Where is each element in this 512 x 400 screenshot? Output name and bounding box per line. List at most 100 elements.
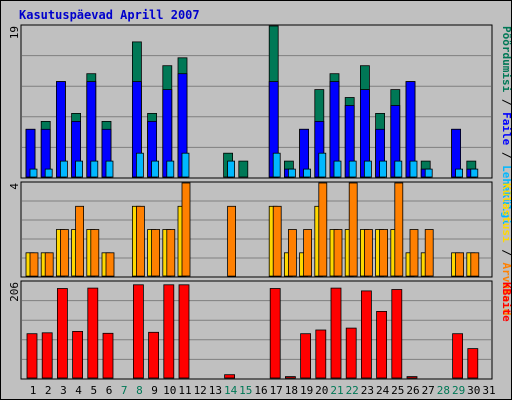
bar-lehek-lgi-day-21 <box>333 160 342 178</box>
bar-lehek-lgi-day-27 <box>424 168 433 178</box>
x-tick-label: 15 <box>239 384 252 397</box>
bar-lehek-lgi-day-2 <box>44 168 53 178</box>
x-tick-label: 3 <box>60 384 67 397</box>
y-axis-max-label: 4 <box>8 183 21 190</box>
x-tick-label: 31 <box>482 384 495 397</box>
x-tick-label: 11 <box>178 384 191 397</box>
bar-kbaite-day-26 <box>406 376 418 379</box>
bar-kbaite-day-29 <box>452 333 464 379</box>
x-tick-label: 16 <box>254 384 267 397</box>
bar-kbaite-day-20 <box>315 329 327 379</box>
x-tick-label: 20 <box>315 384 328 397</box>
bar-kbaite-day-23 <box>360 290 372 379</box>
legend-entry: KBaite <box>500 282 511 322</box>
bar-lehek-lgi-day-14 <box>227 160 236 178</box>
x-tick-label: 22 <box>346 384 359 397</box>
x-tick-label: 6 <box>106 384 113 397</box>
bar-p-rdumisi-day-15 <box>238 160 249 178</box>
x-tick-label: 17 <box>270 384 283 397</box>
bar-lehek-lgi-day-19 <box>303 168 312 178</box>
bar-lehek-lgi-day-3 <box>60 160 68 178</box>
bar-kbaite-day-22 <box>345 327 357 379</box>
legend-3: KBaite <box>500 282 511 322</box>
bar-arvuteid-day-4 <box>75 205 84 277</box>
bar-arvuteid-day-29 <box>455 252 465 277</box>
bar-kbaite-day-1 <box>26 333 38 379</box>
x-tick-label: 13 <box>209 384 222 397</box>
bar-arvuteid-day-24 <box>379 229 389 277</box>
legend-separator: / <box>500 243 511 263</box>
bar-lehek-lgi-day-18 <box>287 168 296 178</box>
bar-arvuteid-day-25 <box>394 182 404 277</box>
bar-arvuteid-day-18 <box>287 229 297 277</box>
bar-kbaite-day-6 <box>102 332 114 379</box>
x-tick-label: 18 <box>285 384 298 397</box>
legend-entry: Faile <box>500 112 511 145</box>
bar-kbaite-day-25 <box>391 289 403 379</box>
x-tick-label: 4 <box>75 384 82 397</box>
legend-entry: Pöördumisi <box>500 26 511 93</box>
bar-kbaite-day-5 <box>87 287 99 379</box>
legend-2: Külastusi / Arvuteid <box>500 183 511 315</box>
bar-kbaite-day-8 <box>132 284 144 379</box>
bar-arvuteid-day-22 <box>348 182 358 277</box>
x-tick-label: 10 <box>163 384 176 397</box>
bar-kbaite-day-14 <box>224 374 236 379</box>
y-axis-max-label: 19 <box>8 26 21 39</box>
bar-lehek-lgi-day-24 <box>379 160 388 178</box>
x-tick-label: 8 <box>136 384 143 397</box>
bar-arvuteid-day-23 <box>363 229 373 277</box>
x-tick-label: 19 <box>300 384 313 397</box>
x-tick-label: 14 <box>224 384 238 397</box>
legend-entry: Arvuteid <box>500 262 511 315</box>
bar-arvuteid-day-17 <box>272 205 282 277</box>
bar-kbaite-day-21 <box>330 287 342 379</box>
bar-kbaite-day-2 <box>41 332 53 379</box>
bar-kbaite-day-9 <box>148 331 160 379</box>
bar-lehek-lgi-day-10 <box>166 160 175 178</box>
x-tick-label: 7 <box>121 384 128 397</box>
chart-title: Kasutuspäevad Aprill 2007 <box>19 8 200 22</box>
bar-kbaite-day-17 <box>269 288 281 379</box>
bar-lehek-lgi-day-30 <box>470 168 479 178</box>
bar-arvuteid-day-20 <box>318 182 328 277</box>
x-tick-label: 28 <box>437 384 450 397</box>
bar-kbaite-day-11 <box>178 284 190 379</box>
bar-arvuteid-day-10 <box>166 229 176 277</box>
bar-kbaite-day-4 <box>72 330 83 379</box>
bar-arvuteid-day-27 <box>424 229 434 277</box>
bar-lehek-lgi-day-20 <box>318 152 327 178</box>
bar-arvuteid-day-1 <box>29 252 39 277</box>
legend-entry: Külastusi <box>500 183 511 243</box>
plot-area-3 <box>20 280 493 380</box>
bar-arvuteid-day-30 <box>470 252 480 277</box>
x-tick-label: 29 <box>452 384 465 397</box>
bar-arvuteid-day-2 <box>44 252 54 277</box>
bar-arvuteid-day-11 <box>181 182 191 277</box>
x-tick-label: 5 <box>90 384 97 397</box>
bar-lehek-lgi-day-26 <box>409 160 418 178</box>
bar-arvuteid-day-21 <box>333 229 343 277</box>
bar-lehek-lgi-day-8 <box>135 152 144 178</box>
bar-arvuteid-day-26 <box>409 229 419 277</box>
bar-lehek-lgi-day-22 <box>348 160 357 178</box>
bar-lehek-lgi-day-6 <box>105 160 114 178</box>
bar-arvuteid-day-3 <box>60 229 69 277</box>
legend-1: Pöördumisi / Faile / Lehekülgi <box>500 26 511 225</box>
legend-entry: Lehekülgi <box>500 165 511 225</box>
x-tick-label: 1 <box>30 384 37 397</box>
x-tick-label: 30 <box>467 384 480 397</box>
bar-kbaite-day-3 <box>57 288 68 379</box>
x-tick-label: 23 <box>361 384 374 397</box>
bar-kbaite-day-24 <box>376 310 388 379</box>
bar-lehek-lgi-day-11 <box>181 152 190 178</box>
x-tick-label: 2 <box>45 384 52 397</box>
bar-lehek-lgi-day-5 <box>90 160 99 178</box>
bar-arvuteid-day-19 <box>303 229 313 277</box>
bar-kbaite-day-18 <box>284 376 296 379</box>
bar-arvuteid-day-5 <box>90 229 100 277</box>
bar-lehek-lgi-day-17 <box>272 152 281 178</box>
bar-kbaite-day-10 <box>163 284 175 379</box>
